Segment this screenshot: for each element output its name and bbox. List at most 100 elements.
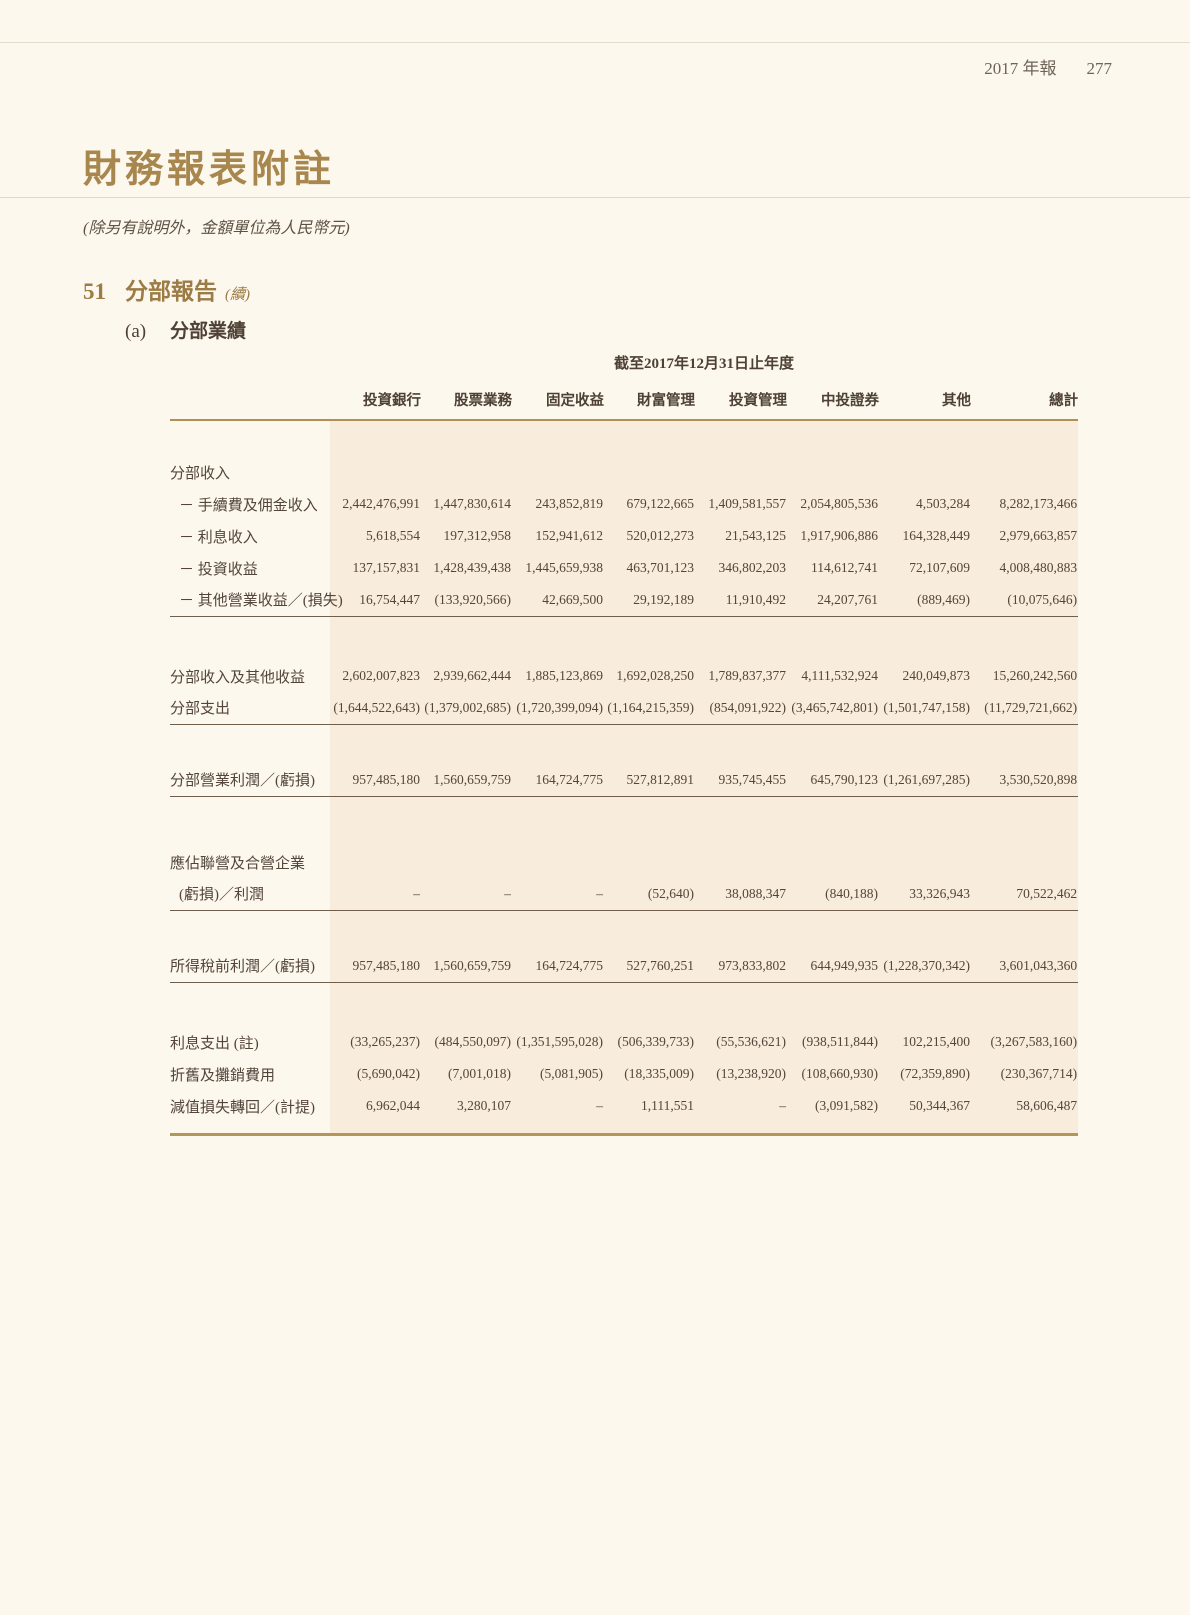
segment-table-body: 分部收入 － 手續費及佣金收入 2,442,476,991 1,447,830,614… [170, 420, 1079, 1137]
table-cell: 42,669,500 [512, 584, 604, 616]
table-cell: 240,049,873 [879, 660, 971, 692]
row-label: 分部收入及其他收益 [170, 669, 306, 686]
table-cell: 957,485,180 [330, 764, 421, 796]
table-cell: 3,601,043,360 [971, 950, 1079, 982]
table-row: 所得稅前利潤／(虧損) 957,485,180 1,560,659,759 164,7… [170, 950, 1079, 982]
subsection-title: 分部業績 [170, 321, 247, 342]
table-cell [604, 846, 695, 878]
table-row [170, 1132, 1079, 1137]
table-cell: 3,280,107 [421, 1090, 512, 1122]
table-cell: 1,885,123,869 [512, 660, 604, 692]
table-cell: (5,081,905) [512, 1058, 604, 1090]
row-label: 分部支出 [170, 701, 231, 718]
table-cell [421, 846, 512, 878]
table-row: － 其他營業收益／(損失) 16,754,447 (133,920,566) 42,6… [170, 584, 1079, 616]
table-cell: – [330, 878, 421, 910]
table-cell: 33,326,943 [879, 878, 971, 910]
table-cell: (840,188) [787, 878, 879, 910]
table-column-header-row: 投資銀行 股票業務 固定收益 財富管理 投資管理 中投證券 其他 總計 [170, 383, 1079, 421]
table-cell: 957,485,180 [330, 950, 421, 982]
table-cell: 4,503,284 [879, 488, 971, 520]
rule-cell [170, 981, 330, 1026]
table-cell: (3,091,582) [787, 1090, 879, 1122]
table-cell: 243,852,819 [512, 488, 604, 520]
table-cell [787, 456, 879, 488]
table-cell: 4,008,480,883 [971, 552, 1079, 584]
table-cell: 1,409,581,557 [695, 488, 787, 520]
row-label: 利息支出 (註) [170, 1035, 259, 1052]
rule-cell [170, 795, 330, 846]
table-cell: 16,754,447 [330, 584, 421, 616]
table-cell: (1,228,370,342) [879, 950, 971, 982]
table-row [170, 909, 1079, 950]
table-cell: 2,939,662,444 [421, 660, 512, 692]
section-heading: 51 分部報告 (續) [83, 272, 250, 306]
table-cell: (55,536,621) [695, 1026, 787, 1058]
table-cell: 1,692,028,250 [604, 660, 695, 692]
table-cell: (52,640) [604, 878, 695, 910]
table-cell: (5,690,042) [330, 1058, 421, 1090]
table-cell: (854,091,922) [695, 692, 787, 724]
report-name: 2017 年報 [984, 59, 1057, 78]
table-cell: 973,833,802 [695, 950, 787, 982]
table-cell: (3,465,742,801) [787, 692, 879, 724]
rule-cell [170, 723, 330, 764]
table-cell: 644,949,935 [787, 950, 879, 982]
table-cell: (133,920,566) [421, 584, 512, 616]
table-cell: (13,238,920) [695, 1058, 787, 1090]
table-cell: 463,701,123 [604, 552, 695, 584]
table-cell: 24,207,761 [787, 584, 879, 616]
table-cell: 197,312,958 [421, 520, 512, 552]
table-row: 分部支出 (1,644,522,643) (1,379,002,685) (1,720… [170, 692, 1079, 724]
table-cell: 2,602,007,823 [330, 660, 421, 692]
table-cell [330, 456, 421, 488]
column-header-5: 中投證券 [787, 383, 879, 421]
table-cell [604, 456, 695, 488]
bottom-rule-cell [330, 1132, 1079, 1137]
table-row: － 利息收入 5,618,554 197,312,958 152,941,612 520… [170, 520, 1079, 552]
bottom-rule-cell [170, 1132, 330, 1137]
table-cell: (3,267,583,160) [971, 1026, 1079, 1058]
table-cell: 164,724,775 [512, 950, 604, 982]
table-cell: (484,550,097) [421, 1026, 512, 1058]
row-label: 減值損失轉回／(計提) [170, 1099, 315, 1116]
table-cell: 21,543,125 [695, 520, 787, 552]
table-cell: 70,522,462 [971, 878, 1079, 910]
title-divider [0, 197, 1190, 198]
table-cell: 114,612,741 [787, 552, 879, 584]
table-cell: (1,379,002,685) [421, 692, 512, 724]
table-cell: (1,720,399,094) [512, 692, 604, 724]
table-cell: 1,445,659,938 [512, 552, 604, 584]
table-cell: (72,359,890) [879, 1058, 971, 1090]
table-cell: 164,724,775 [512, 764, 604, 796]
table-cell: – [695, 1090, 787, 1122]
table-cell [512, 456, 604, 488]
section-continuation: (續) [225, 287, 250, 303]
table-cell: 527,812,891 [604, 764, 695, 796]
table-row [170, 420, 1079, 456]
table-cell: 2,442,476,991 [330, 488, 421, 520]
table-cell: 29,192,189 [604, 584, 695, 616]
table-cell: 1,111,551 [604, 1090, 695, 1122]
table-row: 減值損失轉回／(計提) 6,962,044 3,280,107–1,111,551–… [170, 1090, 1079, 1122]
table-row: 折舊及攤銷費用 (5,690,042) (7,001,018) (5,081,905)… [170, 1058, 1079, 1090]
table-cell: 11,910,492 [695, 584, 787, 616]
spacer-cell [330, 420, 1079, 456]
table-row [170, 615, 1079, 660]
table-row: 利息支出 (註) (33,265,237) (484,550,097) (1,351,… [170, 1026, 1079, 1058]
row-label: 折舊及攤銷費用 [170, 1067, 276, 1084]
table-cell: 3,530,520,898 [971, 764, 1079, 796]
currency-note: (除另有說明外，金額單位為人民幣元) [83, 220, 350, 237]
table-cell: (1,261,697,285) [879, 764, 971, 796]
row-label: (虧損)／利潤 [179, 887, 264, 904]
column-header-4: 投資管理 [695, 383, 787, 421]
table-cell: 137,157,831 [330, 552, 421, 584]
table-row: － 手續費及佣金收入 2,442,476,991 1,447,830,614 243,… [170, 488, 1079, 520]
spacer-cell [170, 420, 330, 456]
row-label: － 手續費及佣金收入 [179, 497, 318, 514]
table-cell: (889,469) [879, 584, 971, 616]
row-label: － 投資收益 [179, 561, 258, 578]
table-cell [695, 456, 787, 488]
rule-cell [330, 615, 1079, 660]
table-cell: 645,790,123 [787, 764, 879, 796]
